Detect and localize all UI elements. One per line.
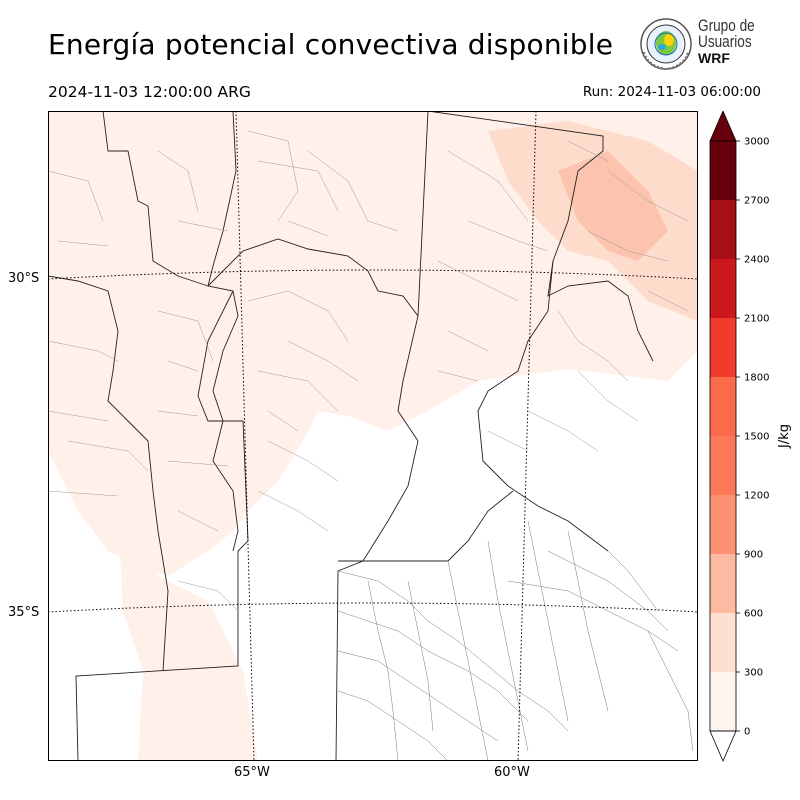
colorbar-segment — [710, 200, 736, 259]
colorbar-tick-label: 300 — [744, 668, 763, 679]
meridian-65w — [235, 111, 255, 761]
province-borders — [48, 111, 654, 761]
colorbar: 0 300 600 900 1200 1500 1800 2100 2400 2700 3000 J/… — [708, 109, 798, 763]
colorbar-tick-label: 3000 — [744, 137, 769, 148]
colorbar-tick-label: 2100 — [744, 314, 769, 325]
cape-region-southwest — [120, 551, 258, 761]
lon-label-60w: 60°W — [494, 765, 530, 780]
colorbar-tick-label: 1200 — [744, 491, 769, 502]
colorbar-svg: 0 300 600 900 1200 1500 1800 2100 2400 2700 3000 J/… — [709, 109, 792, 763]
map-canvas — [48, 111, 698, 761]
colorbar-segment — [710, 672, 736, 731]
lon-label-65w: 65°W — [234, 765, 270, 780]
buenos-aires-partidos — [337, 520, 694, 761]
globe-emblem-icon — [640, 18, 692, 71]
colorbar-tick-label: 0 — [744, 727, 750, 738]
colorbar-tick-label: 2400 — [744, 255, 769, 266]
colorbar-unit-label: J/kg — [777, 424, 792, 449]
colorbar-segment — [710, 318, 736, 377]
colorbar-tick-label: 1500 — [744, 432, 769, 443]
colorbar-tick-label: 900 — [744, 550, 763, 561]
department-borders — [48, 130, 689, 612]
colorbar-segment — [710, 495, 736, 554]
colorbar-segment — [710, 436, 736, 495]
colorbar-tick-label: 600 — [744, 609, 763, 620]
meridian-60w — [517, 111, 537, 761]
cape-region-northeast-strong — [558, 151, 668, 261]
colorbar-tick-label: 1800 — [744, 373, 769, 384]
colorbar-tick-label: 2700 — [744, 196, 769, 207]
valid-time: 2024-11-03 12:00:00 ARG — [48, 83, 251, 101]
logo-line-1: Grupo de — [698, 16, 755, 35]
logo-wrf: WRF — [698, 50, 730, 66]
colorbar-over-triangle — [709, 109, 737, 142]
logo-line-2: Usuarios — [698, 32, 752, 51]
cape-map — [48, 111, 698, 761]
wrf-group-logo: Grupo de Usuarios WRF — [638, 16, 768, 72]
graticule — [48, 111, 698, 761]
map-frame — [48, 111, 698, 761]
colorbar-segment — [710, 141, 736, 200]
lat-label-30s: 30°S — [8, 271, 40, 286]
colorbar-segment — [710, 377, 736, 436]
colorbar-segment — [710, 554, 736, 613]
lat-label-35s: 35°S — [8, 605, 40, 620]
colorbar-under-triangle — [709, 730, 737, 763]
run-time: Run: 2024-11-03 06:00:00 — [582, 84, 761, 100]
cape-shading — [48, 111, 698, 761]
colorbar-segment — [710, 613, 736, 672]
colorbar-segment — [710, 259, 736, 318]
page-title: Energía potencial convectiva disponible — [48, 28, 614, 61]
cape-region-far-west — [48, 111, 118, 361]
